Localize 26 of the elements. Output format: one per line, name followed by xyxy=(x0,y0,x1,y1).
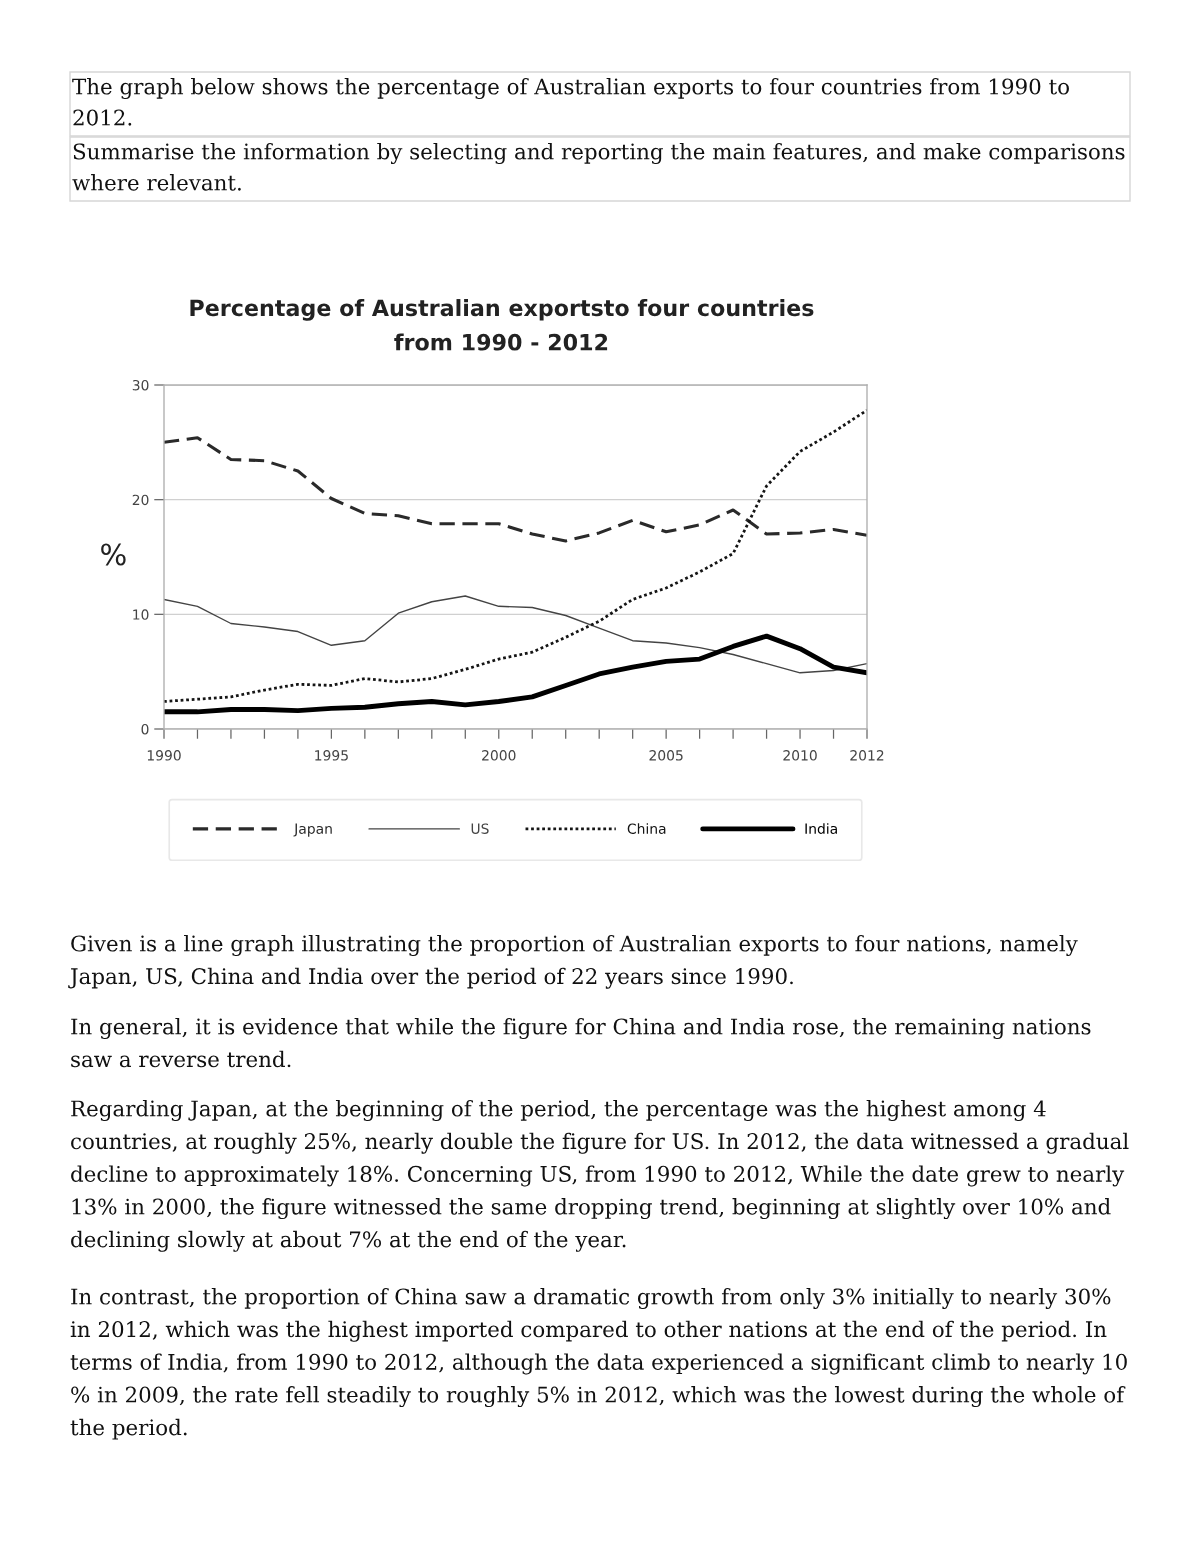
x-tick-label: 2012 xyxy=(850,750,884,761)
text: Summarise the information by selecting and reporting the main features, and make comparisons where relevant. xyxy=(72,143,1125,191)
x-tick-label: 2000 xyxy=(482,750,516,761)
text: In general, it is evidence that while the figure for China and India rose, the remaining nations saw a reverse trend. xyxy=(71,1018,1091,1068)
text: Given is a line graph illustrating the proportion of Australian exports to four nations, namely Japan, US, China and India over the period of 22 years since 1990. xyxy=(68,935,1078,989)
y-tick-label: 10 xyxy=(133,609,149,620)
x-tick-label: 1995 xyxy=(315,750,348,761)
line-series xyxy=(164,408,867,703)
y-tick-label: 0 xyxy=(141,723,149,735)
x-tick-label: 1990 xyxy=(147,750,181,761)
text: Regarding Japan, at the beginning of the period, the percentage was the highest among 4 countries, at roughly 25%, nearly double the figure for US. In 2012, the data witnessed a gradual decline to approximately 18%. Concerning US, from 1990 to 2012, While the date grew to nearly 13% in 2000, the figure witnessed the same dropping trend, beginning at slightly over 10% and declining slowly at about 7% at the end of the year. xyxy=(71,1100,1129,1252)
y-tick-label: 30 xyxy=(132,379,149,391)
line-series xyxy=(164,595,867,674)
text: In contrast, the proportion of China saw a dramatic growth from only 3% initially to nearly 30% in 2012, which was the highest imported compared to other nations at the end of the period. In terms of India, from 1990 to 2012, although the data experienced a significant climb to nearly 10 % in 2009, the rate fell steadily to roughly 5% in 2012, which was the lowest during the whole of the period. xyxy=(70,1288,1127,1440)
text: Japan xyxy=(293,823,332,837)
x-tick-label: 2010 xyxy=(783,750,817,761)
line-series xyxy=(164,633,867,715)
text: China xyxy=(627,823,666,834)
text: The graph below shows the percentage of Australian exports to four countries from 1990 to 2012. xyxy=(72,78,1069,126)
text: US xyxy=(471,823,489,834)
y-tick-label: 20 xyxy=(132,494,149,506)
y-axis-title: % xyxy=(101,543,126,566)
chart-title: Percentage of Australian exportsto four countries from 1990 - 2012 xyxy=(190,299,814,351)
x-tick-label: 2005 xyxy=(649,750,683,761)
line-series xyxy=(164,436,867,543)
text: India xyxy=(805,823,837,834)
